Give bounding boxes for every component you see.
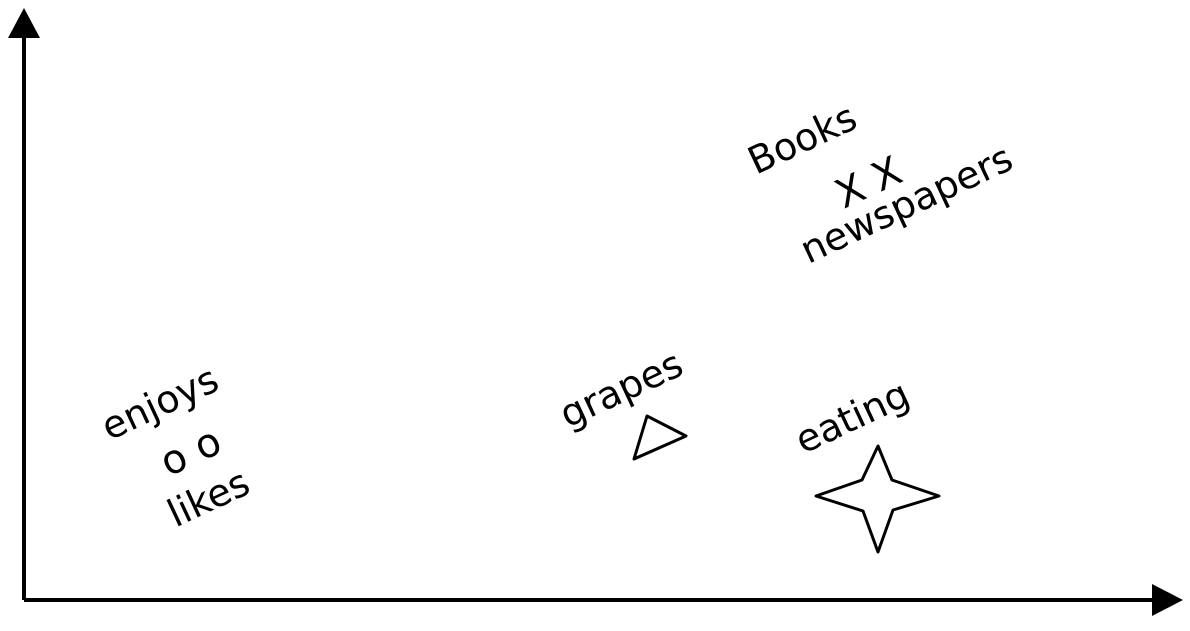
y-axis-arrowhead: [8, 8, 40, 38]
star-marker: [814, 444, 941, 554]
x-axis-arrowhead: [1152, 584, 1183, 616]
triangle-marker: [632, 414, 688, 461]
